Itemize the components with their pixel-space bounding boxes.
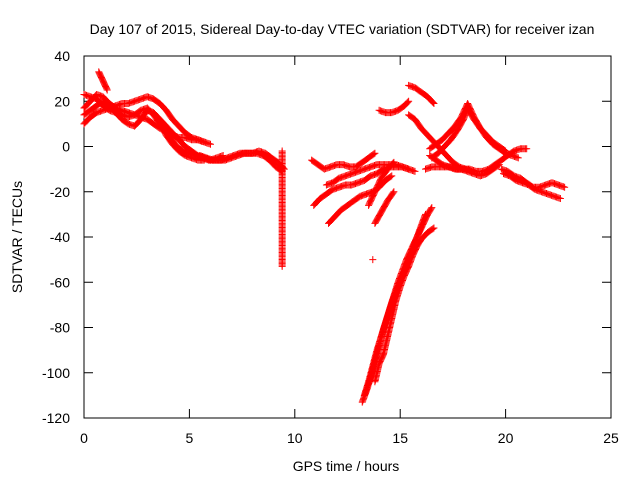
data-point [405, 97, 413, 105]
data-point [561, 183, 569, 191]
y-tick-label: 0 [62, 139, 70, 155]
data-point [514, 154, 522, 162]
data-point [523, 145, 531, 153]
series-arc-o [365, 158, 398, 209]
y-tick-label: -60 [50, 274, 70, 290]
data-point [387, 173, 395, 181]
data-point [369, 256, 377, 264]
y-tick-label: -120 [42, 410, 70, 426]
data-point [411, 167, 419, 175]
x-tick-label: 15 [392, 430, 408, 446]
data-point [428, 204, 436, 212]
y-tick-label: -80 [50, 320, 70, 336]
data-point [429, 99, 437, 107]
axis-tick-labels: 0 5 10 15 20 25 -120 -100 -80 -60 -40 -20 0 20 40 [42, 48, 619, 446]
series-isolated-mid [369, 256, 377, 264]
data-point [388, 172, 396, 180]
x-axis-title: GPS time / hours [293, 458, 400, 474]
y-tick-label: 20 [54, 93, 70, 109]
y-tick-label: 40 [54, 48, 70, 64]
data-point [501, 146, 509, 154]
series-arc-v [428, 104, 510, 162]
data-point [278, 262, 286, 270]
series-arc-w [421, 145, 531, 175]
x-tick-label: 20 [498, 430, 514, 446]
series-arc-b [80, 93, 214, 148]
data-point [389, 159, 397, 167]
x-tick-label: 5 [186, 430, 194, 446]
series-arc-g [95, 68, 111, 94]
data-point [103, 85, 111, 93]
x-tick-label: 10 [287, 430, 303, 446]
series-arc-q [375, 97, 413, 117]
data-point [403, 99, 411, 107]
series-arc-f [196, 149, 286, 175]
y-axis-title: SDTVAR / TECUs [9, 181, 25, 293]
data-point [389, 189, 397, 197]
data-point [404, 98, 412, 106]
data-point [429, 225, 437, 233]
data-point [556, 195, 564, 203]
chart-title: Day 107 of 2015, Sidereal Day-to-day VTE… [90, 21, 595, 37]
data-point [430, 224, 438, 232]
data-point [430, 100, 438, 108]
data-point [502, 147, 510, 155]
data-point [390, 188, 398, 196]
series-arc-n [371, 224, 438, 386]
x-tick-label: 0 [80, 430, 88, 446]
series-arc-p [371, 188, 398, 227]
data-point [390, 158, 398, 166]
data-point [103, 86, 111, 94]
data-points [80, 68, 569, 406]
y-tick-label: -40 [50, 229, 70, 245]
series-arc-h [308, 149, 379, 173]
series-isolated-left [278, 147, 286, 270]
data-point [371, 149, 379, 157]
data-point [206, 140, 214, 148]
series-arc-r [405, 81, 438, 108]
x-tick-label: 25 [603, 430, 619, 446]
axis-ticks [83, 55, 612, 419]
data-point [370, 150, 378, 158]
data-point [427, 205, 435, 213]
y-tick-label: -20 [50, 184, 70, 200]
y-tick-label: -100 [42, 365, 70, 381]
series-arc-y [499, 170, 564, 203]
